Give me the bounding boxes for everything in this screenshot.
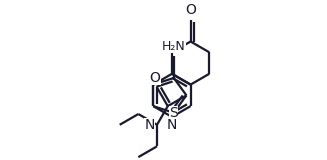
Text: O: O bbox=[150, 71, 161, 85]
Text: O: O bbox=[185, 3, 196, 17]
Text: H₂N: H₂N bbox=[162, 40, 186, 53]
Text: N: N bbox=[167, 118, 177, 132]
Text: N: N bbox=[145, 118, 155, 132]
Text: S: S bbox=[169, 106, 178, 120]
